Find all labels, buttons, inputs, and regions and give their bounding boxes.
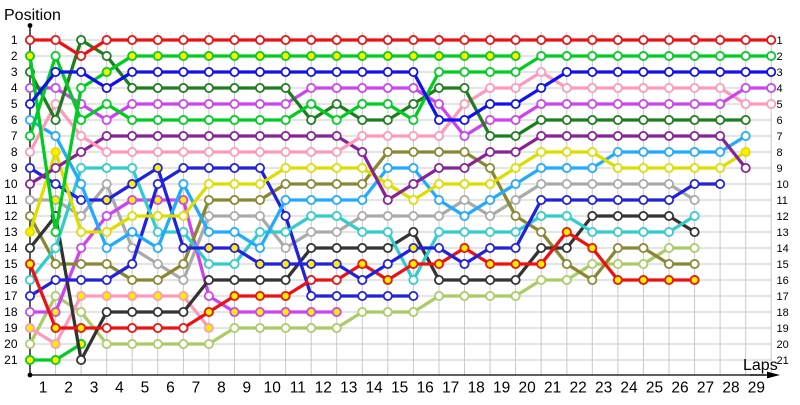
svg-text:10: 10 <box>264 380 282 397</box>
svg-text:19: 19 <box>4 321 18 335</box>
svg-text:Position: Position <box>4 7 61 24</box>
svg-text:12: 12 <box>4 209 18 223</box>
svg-text:26: 26 <box>671 380 688 397</box>
svg-text:13: 13 <box>4 225 18 239</box>
svg-text:6: 6 <box>166 380 175 397</box>
svg-text:8: 8 <box>11 145 18 159</box>
svg-text:4: 4 <box>115 380 124 397</box>
svg-text:15: 15 <box>4 257 18 271</box>
svg-text:10: 10 <box>777 179 789 191</box>
svg-text:2: 2 <box>777 51 783 63</box>
svg-text:18: 18 <box>468 380 485 397</box>
svg-text:23: 23 <box>595 380 612 397</box>
svg-text:7: 7 <box>11 129 18 143</box>
svg-text:18: 18 <box>777 307 789 319</box>
svg-text:24: 24 <box>620 380 638 397</box>
svg-text:6: 6 <box>777 115 783 127</box>
svg-text:3: 3 <box>90 380 99 397</box>
svg-text:9: 9 <box>242 380 251 397</box>
svg-text:3: 3 <box>777 67 783 79</box>
svg-text:14: 14 <box>777 243 789 255</box>
svg-text:20: 20 <box>518 380 536 397</box>
svg-text:16: 16 <box>4 273 18 287</box>
svg-text:21: 21 <box>777 355 789 367</box>
svg-text:Laps: Laps <box>743 357 778 374</box>
svg-text:15: 15 <box>391 380 408 397</box>
svg-text:20: 20 <box>777 339 789 351</box>
svg-text:17: 17 <box>777 291 789 303</box>
svg-text:9: 9 <box>777 163 783 175</box>
svg-text:6: 6 <box>11 113 18 127</box>
svg-text:7: 7 <box>192 380 201 397</box>
svg-text:19: 19 <box>493 380 510 397</box>
svg-text:15: 15 <box>777 259 789 271</box>
svg-text:1: 1 <box>11 33 18 47</box>
svg-text:7: 7 <box>777 131 783 143</box>
svg-text:13: 13 <box>777 227 789 239</box>
svg-text:21: 21 <box>4 353 18 367</box>
svg-text:25: 25 <box>646 380 663 397</box>
svg-text:20: 20 <box>4 337 18 351</box>
svg-text:2: 2 <box>64 380 73 397</box>
svg-text:5: 5 <box>11 97 18 111</box>
svg-text:1: 1 <box>777 35 783 47</box>
svg-text:1: 1 <box>39 380 48 397</box>
svg-text:18: 18 <box>4 305 18 319</box>
svg-text:28: 28 <box>722 380 739 397</box>
svg-text:2: 2 <box>11 49 18 63</box>
svg-text:4: 4 <box>11 81 18 95</box>
svg-text:22: 22 <box>569 380 586 397</box>
svg-text:9: 9 <box>11 161 18 175</box>
svg-text:16: 16 <box>417 380 434 397</box>
svg-text:11: 11 <box>290 380 306 397</box>
svg-text:29: 29 <box>748 380 765 397</box>
svg-text:27: 27 <box>697 380 714 397</box>
svg-text:14: 14 <box>4 241 18 255</box>
svg-text:5: 5 <box>141 380 150 397</box>
svg-text:16: 16 <box>777 275 789 287</box>
svg-text:19: 19 <box>777 323 789 335</box>
svg-text:4: 4 <box>777 83 783 95</box>
svg-text:14: 14 <box>366 380 384 397</box>
svg-text:11: 11 <box>777 195 788 207</box>
svg-text:8: 8 <box>217 380 226 397</box>
svg-text:8: 8 <box>777 147 783 159</box>
svg-text:3: 3 <box>11 65 18 79</box>
svg-text:10: 10 <box>4 177 18 191</box>
svg-text:17: 17 <box>4 289 18 303</box>
svg-text:5: 5 <box>777 99 783 111</box>
svg-text:21: 21 <box>544 380 561 397</box>
svg-text:12: 12 <box>777 211 789 223</box>
svg-text:17: 17 <box>442 380 459 397</box>
svg-text:13: 13 <box>340 380 357 397</box>
svg-text:11: 11 <box>5 193 18 207</box>
svg-text:12: 12 <box>315 380 332 397</box>
